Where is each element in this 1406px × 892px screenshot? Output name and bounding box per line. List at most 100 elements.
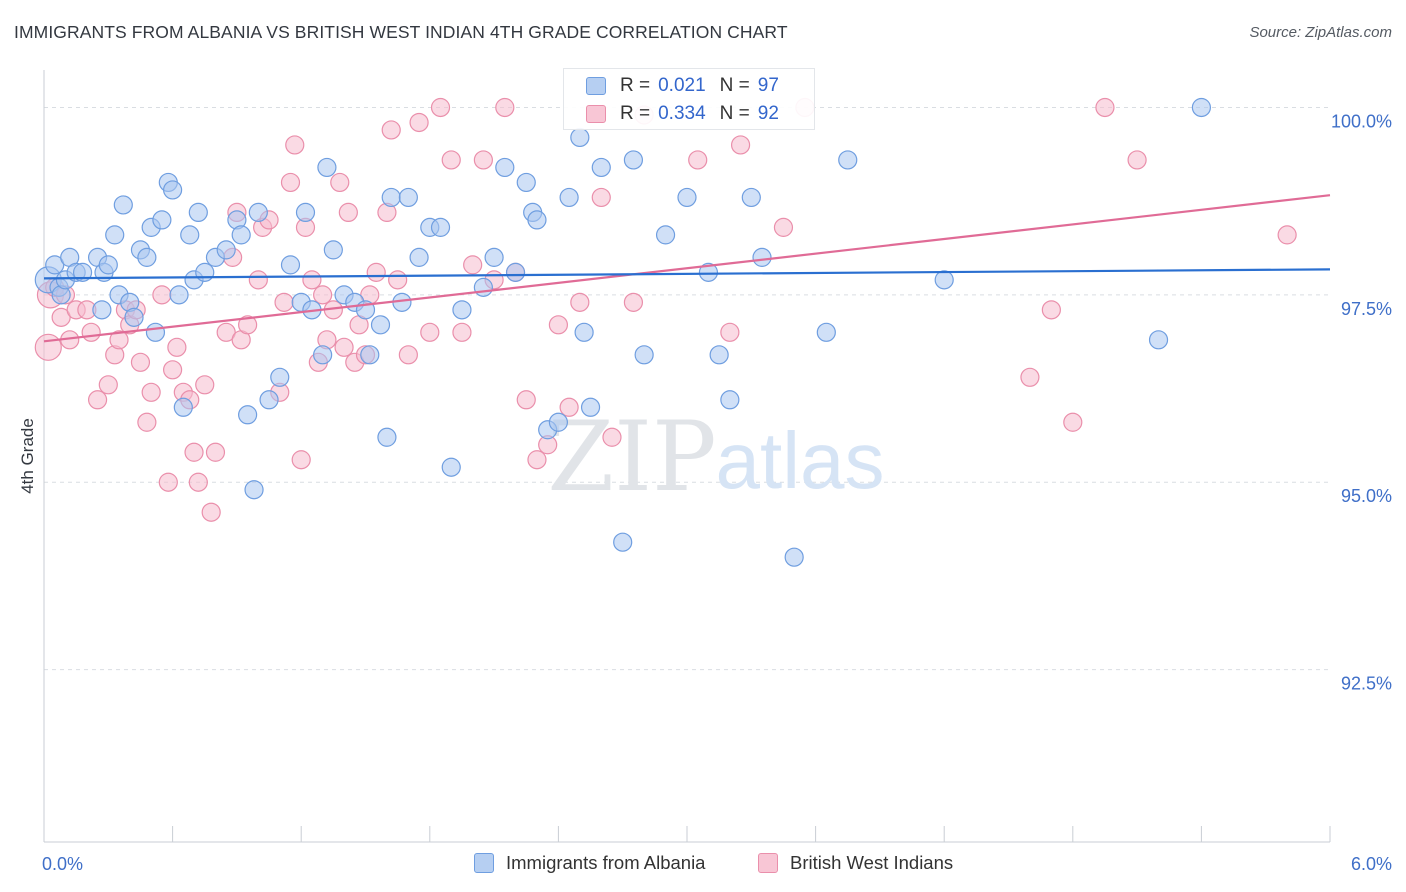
bwi-trend-line [43,194,1331,343]
x-tick-label-min: 0.0% [42,854,83,874]
bwi-point [398,345,418,365]
bwi-point [130,352,151,372]
legend-label-bwi: British West Indians [790,852,954,873]
source-credit: Source: ZipAtlas.com [1249,24,1392,41]
albania-point [720,390,740,410]
bwi-point [602,427,622,447]
albania-point [527,210,547,230]
bwi-point [163,360,183,380]
bwi-point [51,307,71,327]
albania-point [591,157,611,178]
bwi-point [516,390,536,410]
bwi-point [291,450,311,470]
albania-point [188,202,208,223]
albania-point [244,480,264,500]
albania-point [484,247,504,267]
bwi-swatch [586,105,606,123]
n-value-bwi: 92 [757,103,779,124]
bwi-point [366,262,386,282]
bwi-point [452,322,472,342]
albania-point [323,240,343,260]
bwi-point [188,472,208,492]
albania-point [838,150,858,170]
bwi-point [773,217,794,237]
bwi-point [87,390,108,410]
axis-labels: 100.0% 97.5% 95.0% 92.5% 0.0% 6.0% 4th Grade [18,111,1392,874]
y-axis-label: 4th Grade [18,418,37,494]
axis-layer [43,70,1331,843]
albania-point [580,397,601,417]
bwi-point [1095,97,1115,118]
trend-lines [43,194,1331,343]
albania-point [216,240,236,260]
bwi-point [81,322,101,342]
bwi-point [330,172,350,193]
bwi-point [720,322,740,342]
n-label: N = [719,75,750,96]
bwi-point [591,187,611,208]
stats-row-bwi: R = 0.334 N = 92 [586,101,779,127]
bwi-point [184,442,204,462]
bwi-point [409,112,429,133]
albania-point [784,547,804,567]
bwi-point [527,450,547,470]
albania-point [1148,330,1169,350]
albania-legend-swatch [474,853,494,873]
albania-point [231,225,251,245]
albania-point [741,187,761,208]
bwi-point [216,322,236,342]
bwi-point [559,397,579,417]
albania-trend-line [43,268,1331,280]
bwi-point [167,337,187,357]
albania-point [180,225,200,245]
n-label: N = [719,103,750,124]
albania-point [655,225,676,245]
albania-point [473,277,493,297]
albania-point [238,405,258,425]
bwi-point [302,270,322,290]
bwi-point [495,97,515,118]
bwi-legend-swatch [758,853,778,873]
bwi-point [158,472,178,492]
watermark-atlas: atlas [716,416,885,505]
albania-point [145,322,166,342]
y-tick-label: 92.5% [1341,674,1392,694]
bwi-point [195,375,215,395]
x-tick-label-max: 6.0% [1351,854,1392,874]
albania-point [816,322,836,342]
albania-point [295,202,316,223]
legend-label-albania: Immigrants from Albania [506,852,706,873]
r-label: R = [620,103,651,124]
bwi-point [388,270,408,290]
albania-swatch [586,77,606,95]
legend-item-bwi: British West Indians [758,852,953,874]
albania-point [92,300,112,320]
albania-point [934,270,954,290]
albania-point [677,187,697,208]
bwi-point [623,292,644,312]
bwi-point [141,382,161,402]
bwi-point [98,375,118,395]
albania-point [152,210,172,230]
bwi-point [1127,150,1147,170]
n-value-albania: 97 [757,75,779,96]
albania-point [505,262,526,282]
bwi-point [688,150,708,170]
bwi-point [548,315,569,335]
albania-point [548,412,569,432]
albania-point [430,217,451,237]
bwi-point [463,255,483,275]
albania-point [163,180,183,200]
albania-point [377,427,397,447]
albania-point [574,322,594,342]
bwi-point [473,150,493,170]
bwi-point [334,337,354,357]
bwi-point [313,285,333,305]
albania-point [195,262,215,282]
albania-point [752,247,772,267]
bwi-point [1277,225,1297,245]
albania-point [709,345,729,365]
albania-point [360,345,380,365]
bwi-point [1041,300,1061,320]
albania-point [259,390,279,410]
